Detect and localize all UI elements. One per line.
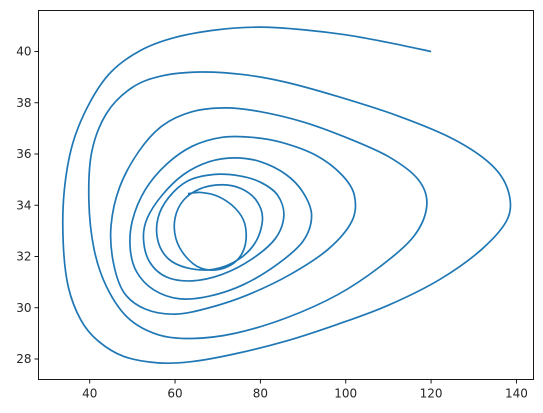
- y-tick-label: 32: [16, 250, 31, 264]
- series-line-0: [61, 26, 512, 365]
- x-tick-label: 120: [420, 387, 443, 401]
- y-tick-label: 30: [16, 301, 31, 315]
- x-tick-label: 40: [82, 387, 97, 401]
- y-tick-label: 38: [16, 96, 31, 110]
- y-tick-label: 36: [16, 147, 31, 161]
- x-tick-label: 80: [253, 387, 268, 401]
- x-axis: 40 60 80 100 120 140: [82, 379, 528, 401]
- x-tick-label: 60: [167, 387, 182, 401]
- y-tick-label: 40: [16, 45, 31, 59]
- plot-area: [61, 26, 512, 365]
- y-tick-label: 34: [16, 198, 31, 212]
- x-tick-label: 140: [505, 387, 528, 401]
- y-axis: 28 30 32 34 36 38 40: [16, 45, 39, 366]
- x-tick-label: 100: [334, 387, 357, 401]
- axes-frame: [38, 10, 534, 380]
- y-tick-label: 28: [16, 352, 31, 366]
